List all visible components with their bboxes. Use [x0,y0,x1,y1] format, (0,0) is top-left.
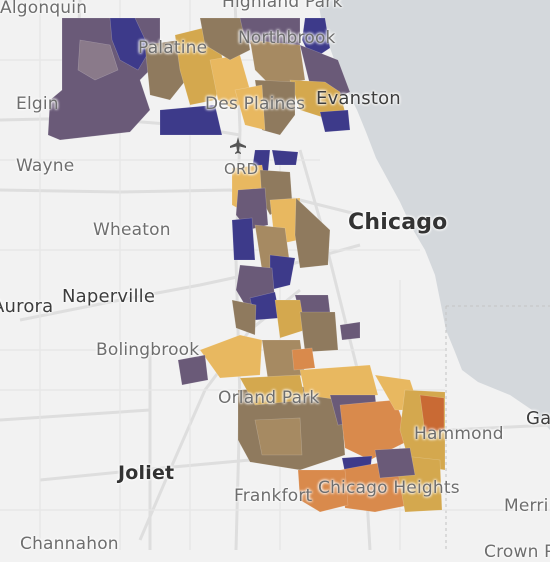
label-wayne: Wayne [16,156,75,176]
label-palatine: Palatine [138,38,208,58]
region-palatine [109,17,151,71]
label-algonquin: Algonquin [0,0,88,18]
region-south-8 [374,447,416,479]
region-nw-3 [159,104,223,136]
label-northbrook: Northbrook [238,28,336,48]
label-orland-park: Orland Park [218,388,320,408]
region-spine-13 [274,299,306,339]
region-sw-arm-2 [177,354,209,386]
region-spine-11 [231,299,257,336]
label-merrillville: Merri [504,496,549,516]
region-south-5 [419,394,445,433]
region-north-1 [199,17,251,61]
label-channahon: Channahon [20,534,119,554]
region-north-8 [319,109,351,133]
label-evanston: Evanston [316,88,401,109]
label-hammond: Hammond [414,424,504,444]
label-chicago-heights: Chicago Heights [318,478,460,498]
label-elgin: Elgin [16,94,59,114]
region-nw-2 [77,39,119,81]
lake-michigan [318,0,550,430]
airplane-icon [230,137,246,154]
label-frankfort: Frankfort [234,486,313,506]
region-sw-arm-1 [199,334,263,379]
label-joliet: Joliet [118,462,175,484]
region-south-9 [254,417,303,456]
state-boundary [445,305,550,550]
region-south-1 [239,374,306,406]
region-sw-arm-4 [291,347,316,371]
choropleth-regions[interactable] [47,17,446,513]
region-spine-4 [231,217,256,261]
label-gary: Ga [526,408,550,429]
label-naperville: Naperville [62,286,156,307]
label-bolingbrook: Bolingbrook [96,340,200,360]
map-canvas[interactable] [0,0,550,550]
region-spine-14 [299,311,339,353]
label-highland-park: Highland Park [222,0,343,12]
label-chicago: Chicago [348,210,448,235]
label-des-plaines: Des Plaines [205,94,306,114]
region-frankfort [297,469,349,513]
label-ord: ORD [224,160,259,178]
region-spine-6 [294,197,331,269]
region-ord-2 [271,149,299,166]
region-north-7 [234,84,266,131]
label-aurora: Aurora [0,296,54,317]
region-spine-15 [339,321,361,341]
label-crown-point: Crown P [484,542,550,562]
label-wheaton: Wheaton [93,220,171,240]
